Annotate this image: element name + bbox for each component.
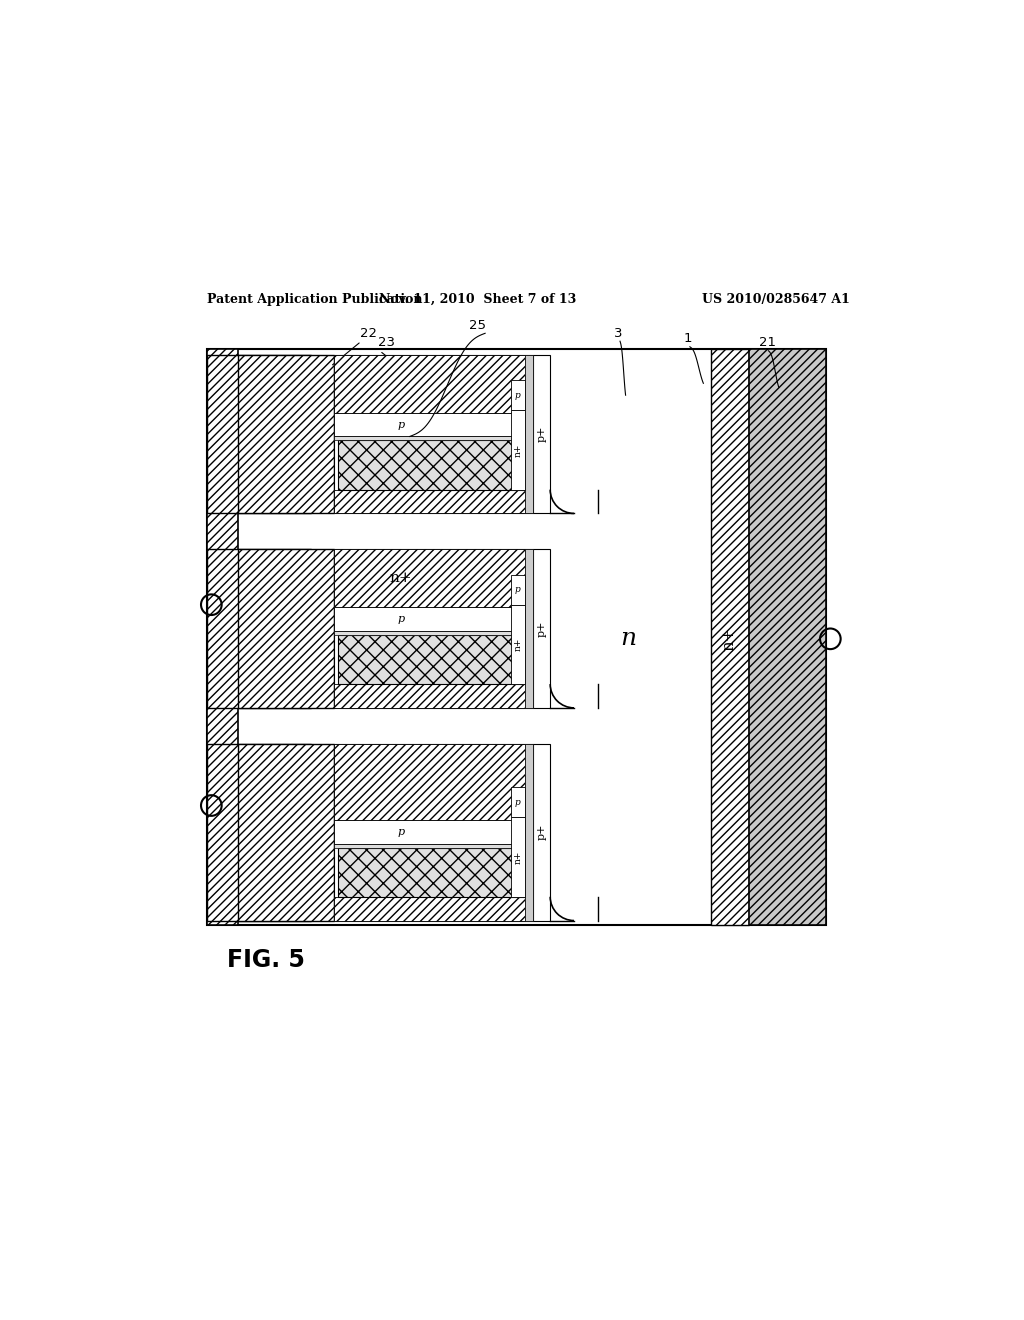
Text: n: n	[620, 627, 636, 651]
Bar	[532, 355, 550, 513]
Bar	[334, 413, 524, 437]
Bar	[334, 437, 524, 441]
Text: n+: n+	[513, 850, 522, 863]
Bar	[334, 355, 524, 413]
Bar	[338, 847, 524, 896]
Bar	[334, 549, 524, 607]
Text: p: p	[515, 391, 520, 400]
Bar	[511, 380, 524, 411]
Bar	[207, 743, 310, 920]
Bar	[524, 743, 532, 920]
Text: n+: n+	[390, 572, 413, 585]
Bar	[524, 549, 532, 708]
Bar	[238, 355, 334, 513]
Text: 25: 25	[469, 318, 486, 331]
Text: 1: 1	[684, 333, 692, 346]
Text: p: p	[397, 614, 404, 624]
Bar	[338, 635, 524, 684]
Bar	[238, 743, 334, 920]
Bar	[511, 817, 524, 896]
Bar	[334, 549, 532, 708]
Bar	[334, 607, 524, 631]
Bar	[750, 350, 826, 924]
Bar	[524, 355, 532, 513]
Bar	[511, 605, 524, 684]
Bar	[532, 743, 550, 920]
Text: FIG. 5: FIG. 5	[227, 948, 305, 973]
Bar	[511, 787, 524, 817]
Text: n+: n+	[720, 627, 737, 651]
Bar	[207, 350, 238, 924]
Bar	[334, 843, 524, 847]
Text: p+: p+	[537, 426, 547, 442]
Text: p: p	[515, 797, 520, 807]
Text: p+: p+	[537, 824, 547, 841]
Bar	[334, 820, 524, 843]
Text: Patent Application Publication: Patent Application Publication	[207, 293, 423, 306]
Text: n+: n+	[513, 444, 522, 457]
Bar	[207, 549, 310, 708]
Bar	[532, 549, 550, 708]
Text: 23: 23	[378, 337, 395, 350]
Bar	[334, 743, 524, 820]
Text: 3: 3	[613, 326, 623, 339]
Bar	[511, 574, 524, 605]
Text: p+: p+	[537, 620, 547, 636]
Text: US 2010/0285647 A1: US 2010/0285647 A1	[702, 293, 850, 306]
Bar	[238, 549, 334, 708]
Bar	[334, 631, 524, 635]
Text: n+: n+	[513, 638, 522, 651]
Text: p: p	[515, 585, 520, 594]
Text: p: p	[397, 420, 404, 429]
Bar	[334, 896, 524, 920]
Text: 22: 22	[359, 326, 377, 339]
Text: 21: 21	[759, 337, 776, 350]
Bar	[334, 743, 532, 920]
Bar	[207, 355, 310, 513]
Text: p: p	[397, 826, 404, 837]
Bar	[334, 355, 532, 513]
Bar	[712, 350, 750, 924]
Bar	[511, 411, 524, 490]
Text: Nov. 11, 2010  Sheet 7 of 13: Nov. 11, 2010 Sheet 7 of 13	[379, 293, 575, 306]
Bar	[207, 350, 826, 924]
Bar	[334, 490, 524, 513]
Bar	[334, 684, 524, 708]
Bar	[338, 441, 524, 490]
